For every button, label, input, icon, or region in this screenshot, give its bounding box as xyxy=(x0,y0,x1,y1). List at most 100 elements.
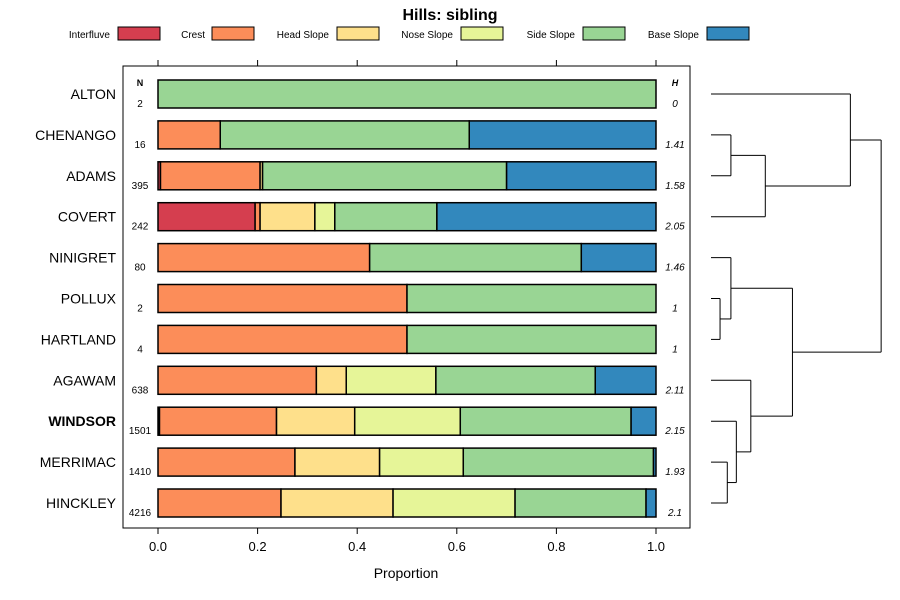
row-label: WINDSOR xyxy=(48,413,116,429)
n-value: 638 xyxy=(132,385,149,396)
bar-segment xyxy=(459,406,632,436)
row-label: HARTLAND xyxy=(41,331,116,347)
legend-label: Crest xyxy=(181,30,205,41)
row-label: MERRIMAC xyxy=(40,454,116,470)
h-value: 2.15 xyxy=(664,426,685,437)
x-axis: 0.0 0.2 0.4 0.6 0.8 1.0 xyxy=(149,60,665,554)
x-tick-label: 0.6 xyxy=(448,539,466,554)
legend-swatch xyxy=(582,26,626,41)
h-value: 1.41 xyxy=(665,140,684,151)
bar-segment xyxy=(353,406,462,436)
row-label: COVERT xyxy=(58,209,117,225)
x-tick-label: 1.0 xyxy=(647,539,665,554)
bar-segment xyxy=(157,201,256,232)
n-value: 4 xyxy=(137,344,143,355)
x-axis-label: Proportion xyxy=(374,565,439,581)
x-tick-label: 0.2 xyxy=(249,539,267,554)
bar-segment xyxy=(219,120,470,150)
plot-frame xyxy=(122,65,691,529)
bar-segment xyxy=(261,161,508,191)
bar-segment xyxy=(514,488,647,518)
h-value: 1.93 xyxy=(665,467,685,478)
bar-segment xyxy=(435,365,596,396)
n-value: 242 xyxy=(132,222,149,233)
legend: Interfluve Crest Head Slope Nose Slope Side … xyxy=(69,26,750,41)
bar-segment xyxy=(436,201,657,232)
legend-swatch xyxy=(460,26,504,41)
bar-segment xyxy=(157,283,408,314)
bar-segment xyxy=(157,242,371,273)
n-value: 1501 xyxy=(129,426,152,437)
legend-label: Head Slope xyxy=(277,30,330,41)
legend-swatch xyxy=(706,26,750,41)
row-label: HINCKLEY xyxy=(46,495,117,511)
bar-segment xyxy=(315,365,347,396)
bar-segment xyxy=(157,79,657,109)
legend-label: Interfluve xyxy=(69,30,111,41)
n-column-header: N xyxy=(137,78,144,88)
legend-label: Nose Slope xyxy=(401,30,453,41)
bar-segment xyxy=(158,406,278,436)
row-labels: ALTON 2 0 CHENANGO 16 1.41 ADAMS 395 1.58 COVERT 2… xyxy=(35,86,685,519)
legend-label: Base Slope xyxy=(648,30,700,41)
bar-segment xyxy=(505,161,657,191)
bar-segment xyxy=(406,283,657,314)
bar-segment xyxy=(630,406,657,436)
h-value: 2.11 xyxy=(665,385,685,396)
bar-segment xyxy=(334,201,438,232)
row-label: POLLUX xyxy=(61,291,117,307)
n-value: 1410 xyxy=(129,467,152,478)
bar-segment xyxy=(280,488,394,518)
legend-swatch xyxy=(117,26,161,41)
bar-segment xyxy=(406,324,657,355)
bar-segment xyxy=(580,242,657,273)
bar-segment xyxy=(157,365,318,396)
h-value: 2.1 xyxy=(667,508,682,519)
bar-segment xyxy=(392,488,516,518)
n-value: 16 xyxy=(134,140,146,151)
bar-segment xyxy=(314,201,336,232)
row-label: ALTON xyxy=(71,86,116,102)
bar-segment xyxy=(468,120,657,150)
bar-segment xyxy=(652,447,657,477)
h-column-header: H xyxy=(672,78,679,88)
bar-segment xyxy=(594,365,657,396)
h-value: 2.05 xyxy=(664,222,685,233)
row-label: NINIGRET xyxy=(49,250,116,266)
legend-label: Side Slope xyxy=(527,30,576,41)
h-value: 0 xyxy=(672,99,678,110)
row-label: ADAMS xyxy=(66,168,116,184)
bar-segment xyxy=(368,242,583,273)
x-tick-label: 0.8 xyxy=(547,539,565,554)
n-value: 2 xyxy=(137,304,143,315)
bar-segment xyxy=(294,447,381,477)
dendrogram xyxy=(711,93,882,504)
row-label: AGAWAM xyxy=(53,372,116,388)
legend-swatch xyxy=(211,26,255,41)
h-value: 1.58 xyxy=(665,181,685,192)
bar-segment xyxy=(275,406,356,436)
bar-segment xyxy=(259,201,316,232)
n-value: 2 xyxy=(137,99,143,110)
h-value: 1 xyxy=(672,304,678,315)
bar-segment xyxy=(157,447,296,477)
bar-segment xyxy=(157,120,221,150)
h-value: 1.46 xyxy=(665,263,685,274)
chart-title: Hills: sibling xyxy=(402,7,497,24)
h-value: 1 xyxy=(672,344,678,355)
x-tick-label: 0.0 xyxy=(149,539,167,554)
legend-swatch xyxy=(336,26,380,41)
bar-segment xyxy=(157,488,282,518)
bar-segment xyxy=(157,324,408,355)
bar-segment xyxy=(159,161,261,191)
bar-segment xyxy=(462,447,655,477)
bar-segment xyxy=(378,447,465,477)
bar-segment xyxy=(345,365,437,396)
n-value: 395 xyxy=(132,181,149,192)
n-value: 4216 xyxy=(129,508,152,519)
bars-group xyxy=(157,79,657,518)
n-value: 80 xyxy=(134,263,146,274)
row-label: CHENANGO xyxy=(35,127,116,143)
bar-segment xyxy=(645,488,657,518)
